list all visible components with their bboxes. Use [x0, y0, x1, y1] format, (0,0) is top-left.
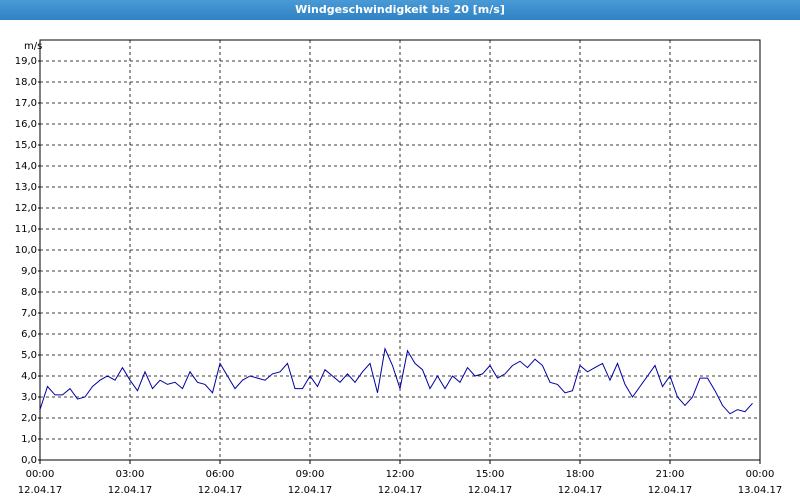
x-tick-date: 12.04.17 [378, 485, 423, 496]
x-tick-label: 12:00 [386, 469, 415, 480]
x-tick-label: 18:00 [566, 469, 595, 480]
x-tick-date: 12.04.17 [18, 485, 63, 496]
title-bar: Windgeschwindigkeit bis 20 [m/s] [0, 0, 800, 20]
x-tick-label: 21:00 [656, 469, 685, 480]
y-tick-label: 3,0 [21, 392, 37, 403]
y-tick-label: 12,0 [15, 203, 37, 214]
x-tick-label: 06:00 [206, 469, 235, 480]
x-tick-label: 09:00 [296, 469, 325, 480]
x-tick-date: 13.04.17 [738, 485, 783, 496]
y-tick-label: 9,0 [21, 266, 37, 277]
x-tick-date: 12.04.17 [288, 485, 333, 496]
y-tick-label: 16,0 [15, 119, 37, 130]
y-tick-label: 11,0 [15, 224, 37, 235]
y-tick-label: 17,0 [15, 98, 37, 109]
y-tick-label: 8,0 [21, 287, 37, 298]
x-tick-label: 15:00 [476, 469, 505, 480]
x-tick-date: 12.04.17 [468, 485, 513, 496]
x-tick-label: 00:00 [746, 469, 775, 480]
y-tick-label: 0,0 [21, 455, 37, 466]
x-tick-date: 12.04.17 [198, 485, 243, 496]
line-series [39, 346, 753, 415]
y-tick-label: 2,0 [21, 413, 37, 424]
plot-frame [39, 39, 761, 461]
y-tick-label: 4,0 [21, 371, 37, 382]
y-tick-label: 18,0 [15, 77, 37, 88]
y-tick-label: 1,0 [21, 434, 37, 445]
y-tick-label: 5,0 [21, 350, 37, 361]
x-tick-date: 12.04.17 [108, 485, 153, 496]
x-tick-date: 12.04.17 [648, 485, 693, 496]
y-axis-label: m/s [24, 41, 42, 52]
y-tick-label: 6,0 [21, 329, 37, 340]
y-tick-label: 19,0 [15, 56, 37, 67]
y-tick-label: 15,0 [15, 140, 37, 151]
x-tick-date: 12.04.17 [558, 485, 603, 496]
x-tick-label: 03:00 [116, 469, 145, 480]
x-tick-label: 00:00 [26, 469, 55, 480]
y-tick-label: 10,0 [15, 245, 37, 256]
y-tick-label: 7,0 [21, 308, 37, 319]
y-tick-label: 13,0 [15, 182, 37, 193]
y-tick-label: 14,0 [15, 161, 37, 172]
